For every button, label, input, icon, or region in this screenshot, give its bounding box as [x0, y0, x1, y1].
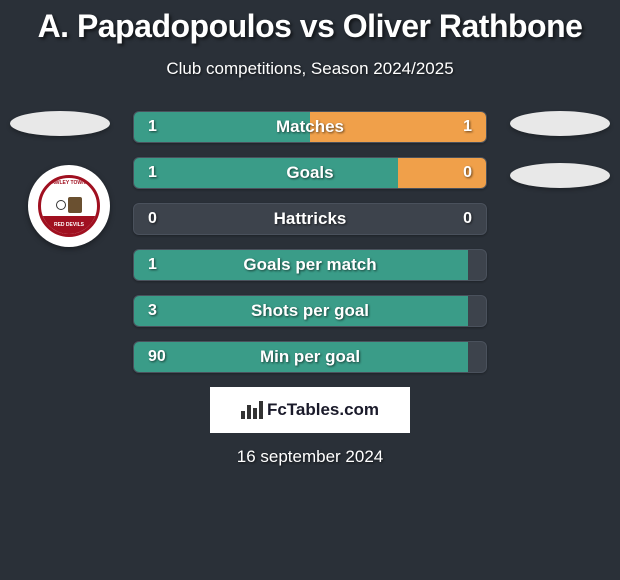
stat-row: 90Min per goal [133, 341, 487, 373]
stat-label: Goals [134, 158, 486, 188]
stat-row: 11Matches [133, 111, 487, 143]
stat-label: Hattricks [134, 204, 486, 234]
stat-row: 00Hattricks [133, 203, 487, 235]
date-text: 16 september 2024 [0, 447, 620, 467]
stat-row: 1Goals per match [133, 249, 487, 281]
stat-row: 3Shots per goal [133, 295, 487, 327]
stat-label: Goals per match [134, 250, 486, 280]
club-badge: CRAWLEY TOWN FC RED DEVILS [28, 165, 110, 247]
stat-label: Shots per goal [134, 296, 486, 326]
badge-ball-icon [56, 200, 66, 210]
page-title: A. Papadopoulos vs Oliver Rathbone [0, 0, 620, 45]
player-left-placeholder [10, 111, 110, 136]
badge-shield-icon [68, 197, 82, 213]
stat-label: Min per goal [134, 342, 486, 372]
stat-rows: 11Matches 10Goals 00Hattricks 1Goals per ma… [133, 111, 487, 373]
fctables-icon [241, 401, 263, 419]
player-right-placeholder-2 [510, 163, 610, 188]
badge-top-text: CRAWLEY TOWN FC [41, 180, 97, 186]
stat-label: Matches [134, 112, 486, 142]
attribution-text: FcTables.com [267, 400, 379, 420]
badge-bottom-text: RED DEVILS [41, 216, 97, 234]
stat-row: 10Goals [133, 157, 487, 189]
subtitle: Club competitions, Season 2024/2025 [0, 59, 620, 79]
stats-area: CRAWLEY TOWN FC RED DEVILS 11Matches 10Go… [0, 111, 620, 467]
player-right-placeholder-1 [510, 111, 610, 136]
attribution-badge: FcTables.com [210, 387, 410, 433]
